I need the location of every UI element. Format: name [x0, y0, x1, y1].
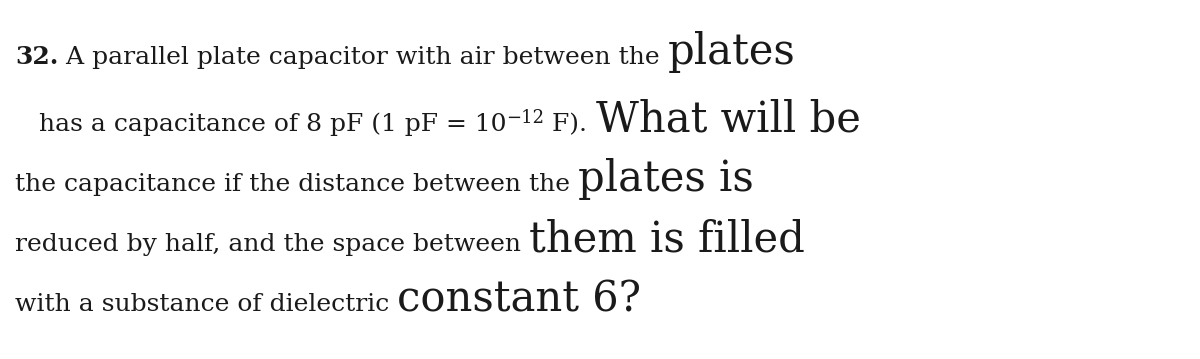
Text: reduced by half, and the space between: reduced by half, and the space between — [14, 233, 529, 256]
Text: constant 6?: constant 6? — [397, 278, 641, 320]
Text: What will be: What will be — [595, 98, 860, 140]
Text: has a capacitance of 8 pF (1 pF = 10: has a capacitance of 8 pF (1 pF = 10 — [14, 112, 506, 136]
Text: with a substance of dielectric: with a substance of dielectric — [14, 293, 397, 316]
Text: A parallel plate capacitor with air between the: A parallel plate capacitor with air betw… — [59, 46, 668, 69]
Text: them is filled: them is filled — [529, 218, 805, 260]
Text: plates is: plates is — [578, 158, 754, 200]
Text: 32.: 32. — [14, 45, 59, 69]
Text: plates: plates — [668, 31, 796, 73]
Text: the capacitance if the distance between the: the capacitance if the distance between … — [14, 173, 578, 196]
Text: F).: F). — [545, 113, 595, 136]
Text: −12: −12 — [506, 109, 545, 127]
